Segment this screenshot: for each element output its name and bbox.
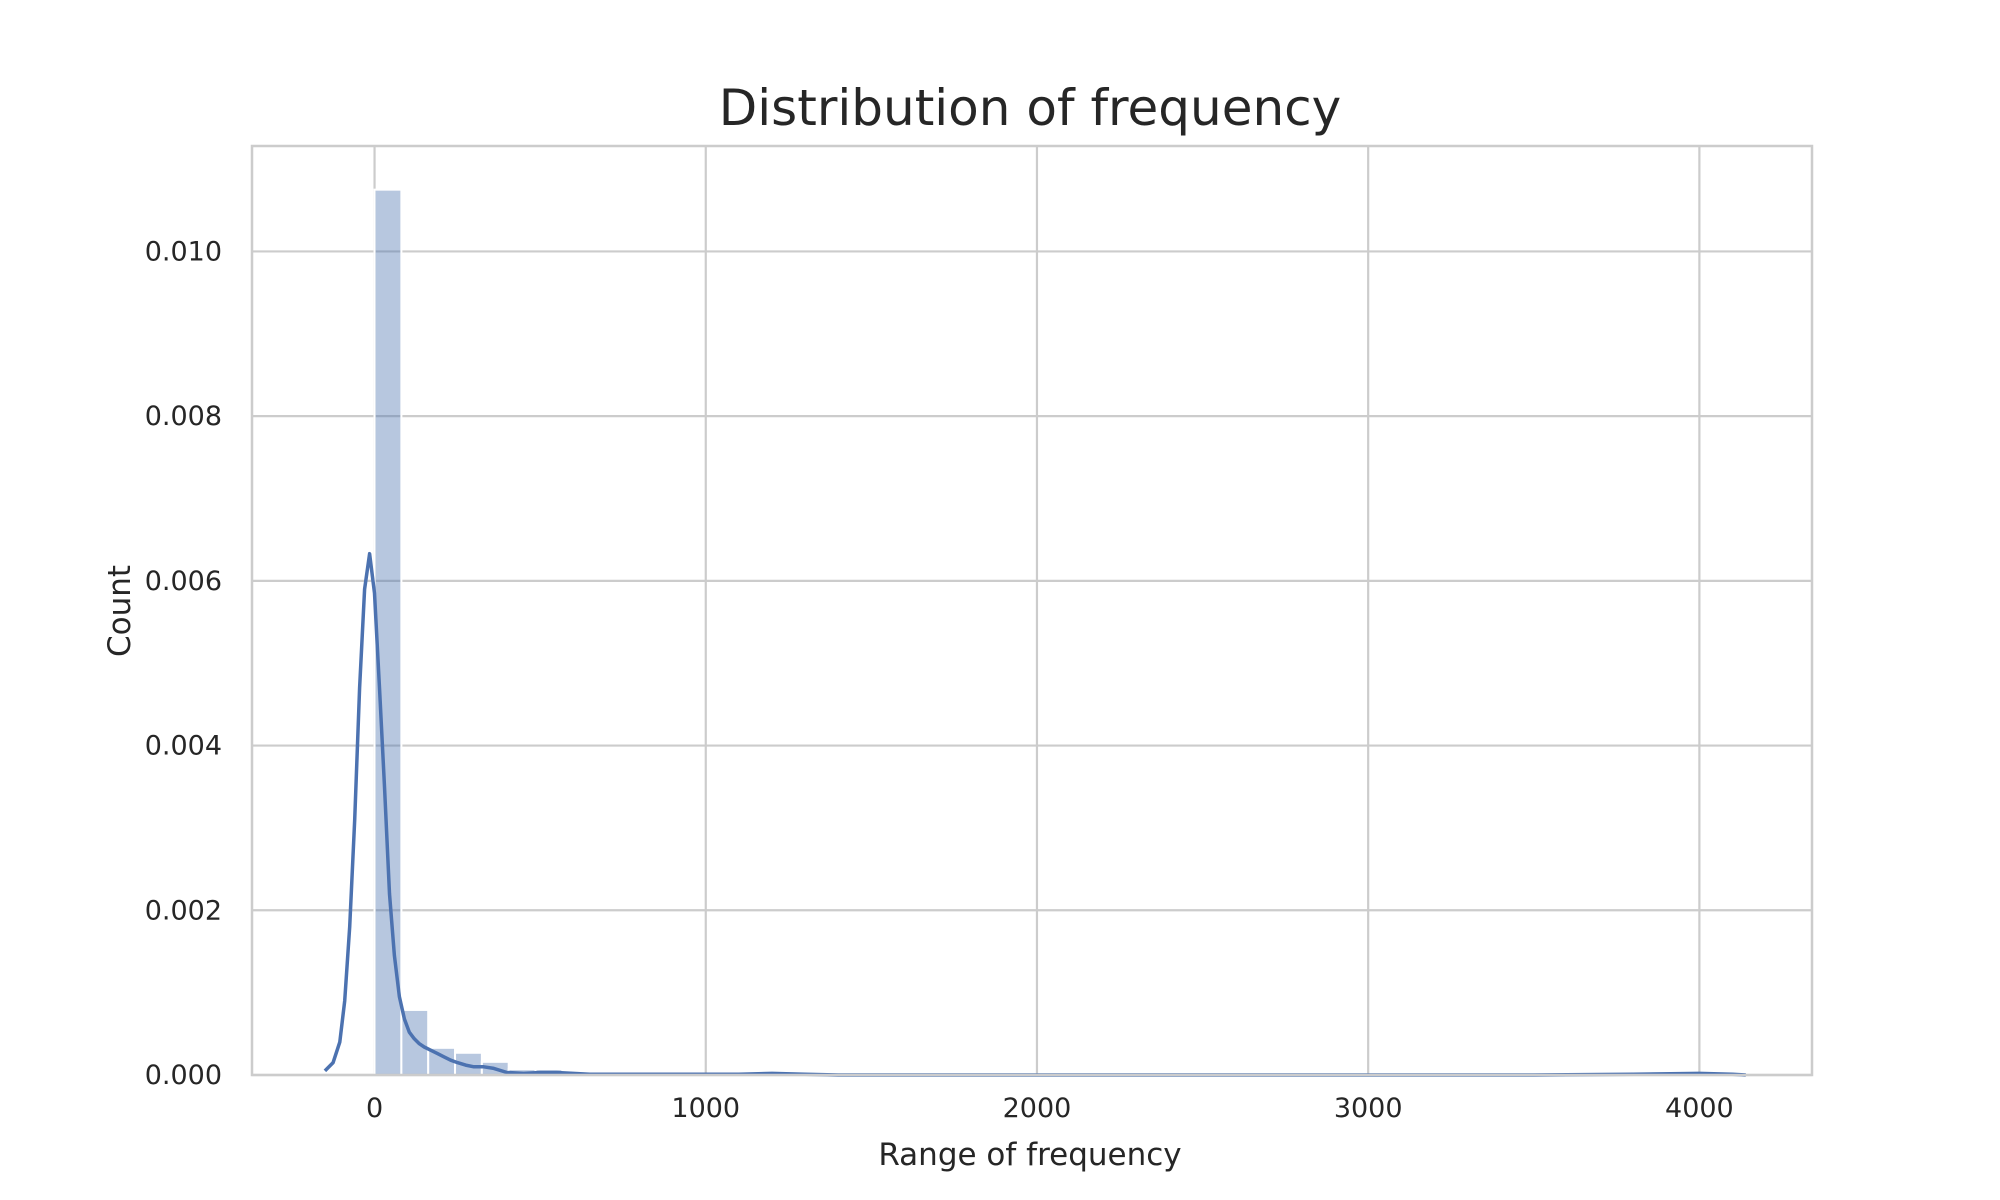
gridlines xyxy=(252,146,1812,1077)
x-tick-label-4: 4000 xyxy=(1665,1093,1734,1124)
x-tick-label-2: 2000 xyxy=(1003,1093,1072,1124)
y-tick-labels: 0.000 0.002 0.004 0.006 0.008 0.010 xyxy=(145,236,222,1091)
y-tick-label-0: 0.000 xyxy=(145,1060,222,1091)
y-tick-label-5: 0.010 xyxy=(145,236,222,267)
kde-curve xyxy=(323,551,1746,1077)
y-tick-label-2: 0.004 xyxy=(145,731,222,762)
x-axis-label: Range of frequency xyxy=(878,1137,1181,1173)
y-tick-label-4: 0.008 xyxy=(145,401,222,432)
y-tick-label-1: 0.002 xyxy=(145,895,222,926)
plot-frame xyxy=(250,144,1814,1077)
x-tick-labels: 0 1000 2000 3000 4000 xyxy=(366,1093,1734,1124)
x-tick-label-3: 3000 xyxy=(1334,1093,1403,1124)
x-tick-label-0: 0 xyxy=(366,1093,383,1124)
y-axis-label: Count xyxy=(102,565,138,657)
histogram-bars xyxy=(373,188,805,1077)
kde-curve-group xyxy=(323,551,1746,1077)
x-tick-label-1: 1000 xyxy=(671,1093,740,1124)
histogram-bar-0 xyxy=(373,188,403,1076)
y-tick-label-3: 0.006 xyxy=(145,566,222,597)
chart-title: Distribution of frequency xyxy=(719,79,1341,137)
